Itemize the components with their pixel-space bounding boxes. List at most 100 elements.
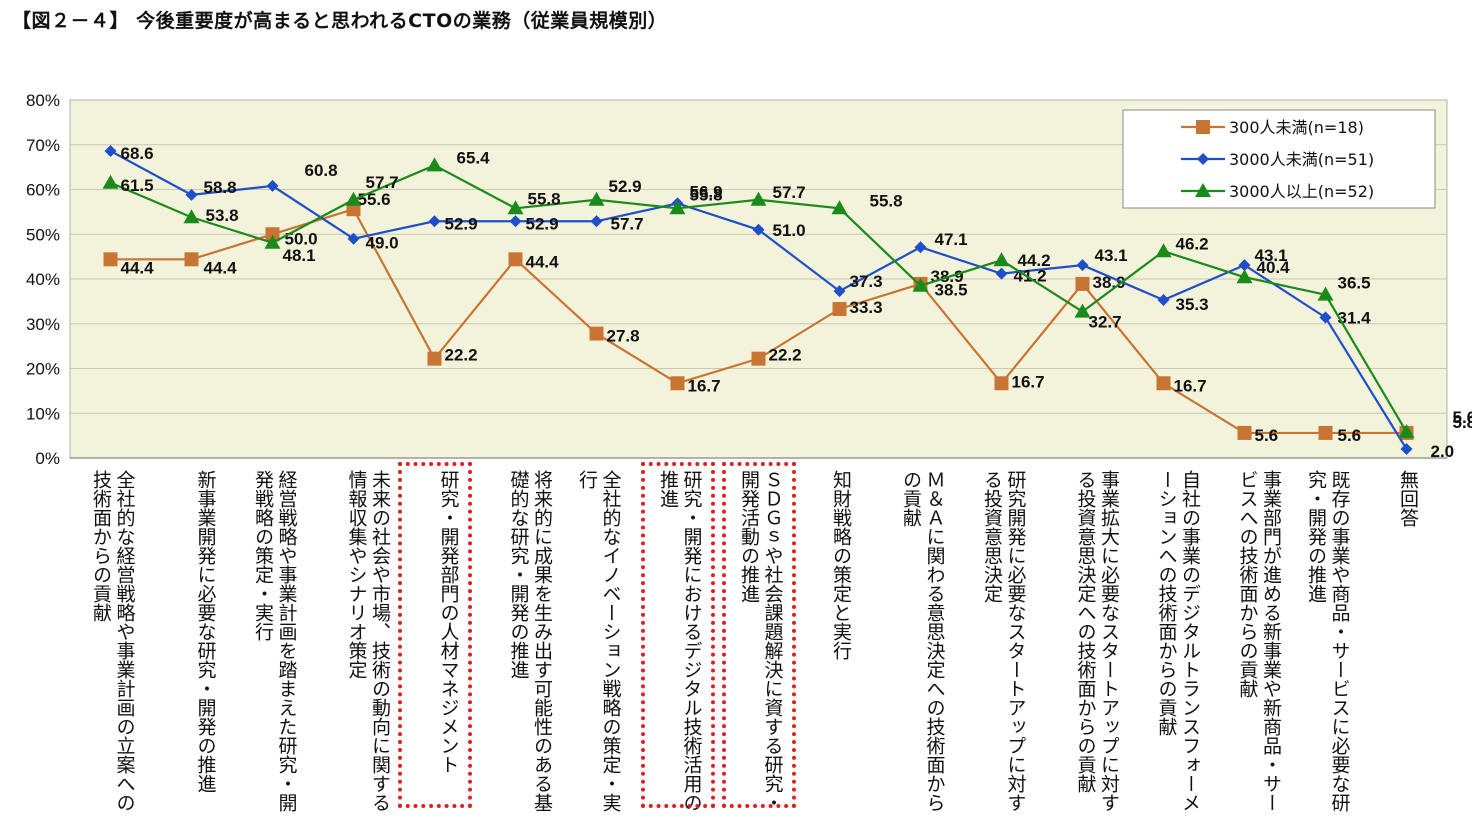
data-point: [1238, 259, 1251, 272]
y-tick-label: 40%: [26, 270, 60, 289]
data-label: 40.4: [1257, 258, 1291, 277]
data-point: [1236, 269, 1253, 284]
highlight-box: [640, 462, 715, 808]
legend-label: 300人未満(n=18): [1229, 118, 1364, 137]
data-point: [1237, 425, 1252, 440]
data-label: 16.7: [1012, 372, 1045, 391]
data-point: [914, 241, 927, 254]
data-point: [589, 326, 604, 341]
data-point: [266, 179, 279, 192]
y-tick-label: 50%: [26, 225, 60, 244]
data-point: [509, 215, 522, 228]
y-tick-label: 10%: [26, 404, 60, 423]
category-label: 全社的なイノベーション戦略の策定・実行: [576, 470, 622, 812]
data-point: [1400, 443, 1413, 456]
data-label: 5.6: [1338, 426, 1362, 445]
data-point: [1156, 376, 1171, 391]
data-label: 49.0: [366, 234, 399, 253]
line-chart: 0% 10% 20% 30% 40% 50% 60% 70% 80% 44.4 44.4 50.0 55…: [26, 91, 1472, 468]
data-label: 44.4: [204, 258, 238, 277]
data-label: 52.9: [526, 214, 559, 233]
data-label: 60.8: [305, 161, 338, 180]
data-point: [1074, 303, 1091, 318]
data-label: 47.1: [935, 230, 968, 249]
data-point: [670, 376, 685, 391]
data-point: [1155, 243, 1172, 258]
data-label: 48.1: [283, 246, 316, 265]
category-label: 研究開発に必要なスタートアップに対する投資意思決定: [981, 470, 1027, 812]
y-tick-label: 70%: [26, 136, 60, 155]
data-point: [832, 301, 847, 316]
data-point: [831, 200, 848, 215]
data-label: 57.7: [773, 183, 806, 202]
data-label: 38.5: [935, 281, 968, 300]
data-point: [427, 351, 442, 366]
data-point: [1317, 286, 1334, 301]
data-label: 57.7: [611, 214, 644, 233]
data-label: 43.1: [1095, 246, 1128, 265]
data-point: [102, 174, 119, 189]
category-label: 未来の社会や市場、技術の動向に関する情報収集やシナリオ策定: [345, 470, 392, 812]
category-label: 既存の事業や商品・サービスに必要な研究・開発の推進: [1305, 470, 1351, 812]
data-label: 43.1: [1255, 246, 1288, 265]
legend: [1122, 109, 1436, 209]
data-label: 61.5: [121, 176, 154, 195]
data-point: [588, 191, 605, 206]
y-tick-label: 30%: [26, 315, 60, 334]
highlight-box: [721, 462, 796, 808]
data-point: [751, 351, 766, 366]
data-label: 46.2: [1176, 234, 1209, 253]
category-label: 事業拡大に必要なスタートアップに対する投資意思決定への技術面からの貢献: [1074, 470, 1121, 812]
category-label: 将来的に成果を生み出す可能性のある基礎的な研究・開発の推進: [507, 470, 554, 812]
data-label: 32.7: [1089, 313, 1122, 332]
category-label: 事業部門が進める新事業や新商品・サービスへの技術面からの貢献: [1236, 470, 1283, 812]
category-label: 研究・開発部門の人材マネジメント: [437, 470, 460, 774]
data-point: [752, 223, 765, 236]
data-point: [426, 157, 443, 172]
data-point: [345, 191, 362, 206]
data-label: 27.8: [607, 327, 640, 346]
data-point: [185, 188, 198, 201]
category-label: 知財戦略の策定と実行: [830, 470, 852, 660]
data-point: [508, 252, 523, 267]
data-point: [1075, 276, 1090, 291]
data-point: [265, 227, 280, 242]
y-tick-label: 20%: [26, 360, 60, 379]
legend-marker: [1195, 183, 1211, 197]
data-label: 5.6: [1453, 408, 1472, 427]
data-label: 36.5: [1338, 274, 1371, 293]
data-label: 58.8: [204, 178, 237, 197]
data-label: 65.4: [457, 148, 491, 167]
data-label: 16.7: [1174, 376, 1207, 395]
data-label: 2.0: [1431, 442, 1455, 461]
data-point: [184, 252, 199, 267]
data-label: 38.9: [1093, 273, 1126, 292]
data-point: [669, 200, 686, 215]
data-label: 57.7: [366, 173, 399, 192]
legend-marker: [1197, 153, 1209, 165]
category-label: 無回答: [1397, 470, 1419, 527]
data-label: 50.0: [285, 229, 318, 248]
data-label: 22.2: [769, 346, 802, 365]
data-label: 44.2: [1018, 251, 1051, 270]
data-label: 5.6: [1255, 426, 1279, 445]
data-point: [183, 209, 200, 224]
data-point: [1076, 259, 1089, 272]
data-point: [590, 215, 603, 228]
data-label: 44.4: [526, 252, 560, 271]
data-point: [507, 200, 524, 215]
category-label: Ｍ＆Ａに関わる意思決定への技術面からの貢献: [900, 470, 946, 812]
data-point: [993, 252, 1010, 267]
highlight-box: [397, 462, 472, 808]
data-label: 52.9: [445, 214, 478, 233]
category-label: 全社的な経営戦略や事業計画の立案への技術面からの貢献: [90, 470, 136, 812]
data-point: [995, 267, 1008, 280]
data-point: [994, 376, 1009, 391]
category-label: 研究・開発におけるデジタル技術活用の推進: [657, 470, 703, 812]
data-label: 56.9: [690, 182, 723, 201]
data-point: [1319, 311, 1332, 324]
legend-marker: [1196, 120, 1210, 134]
data-label: 22.2: [445, 346, 478, 365]
data-label: 55.8: [528, 189, 561, 208]
data-label: 31.4: [1338, 308, 1372, 327]
